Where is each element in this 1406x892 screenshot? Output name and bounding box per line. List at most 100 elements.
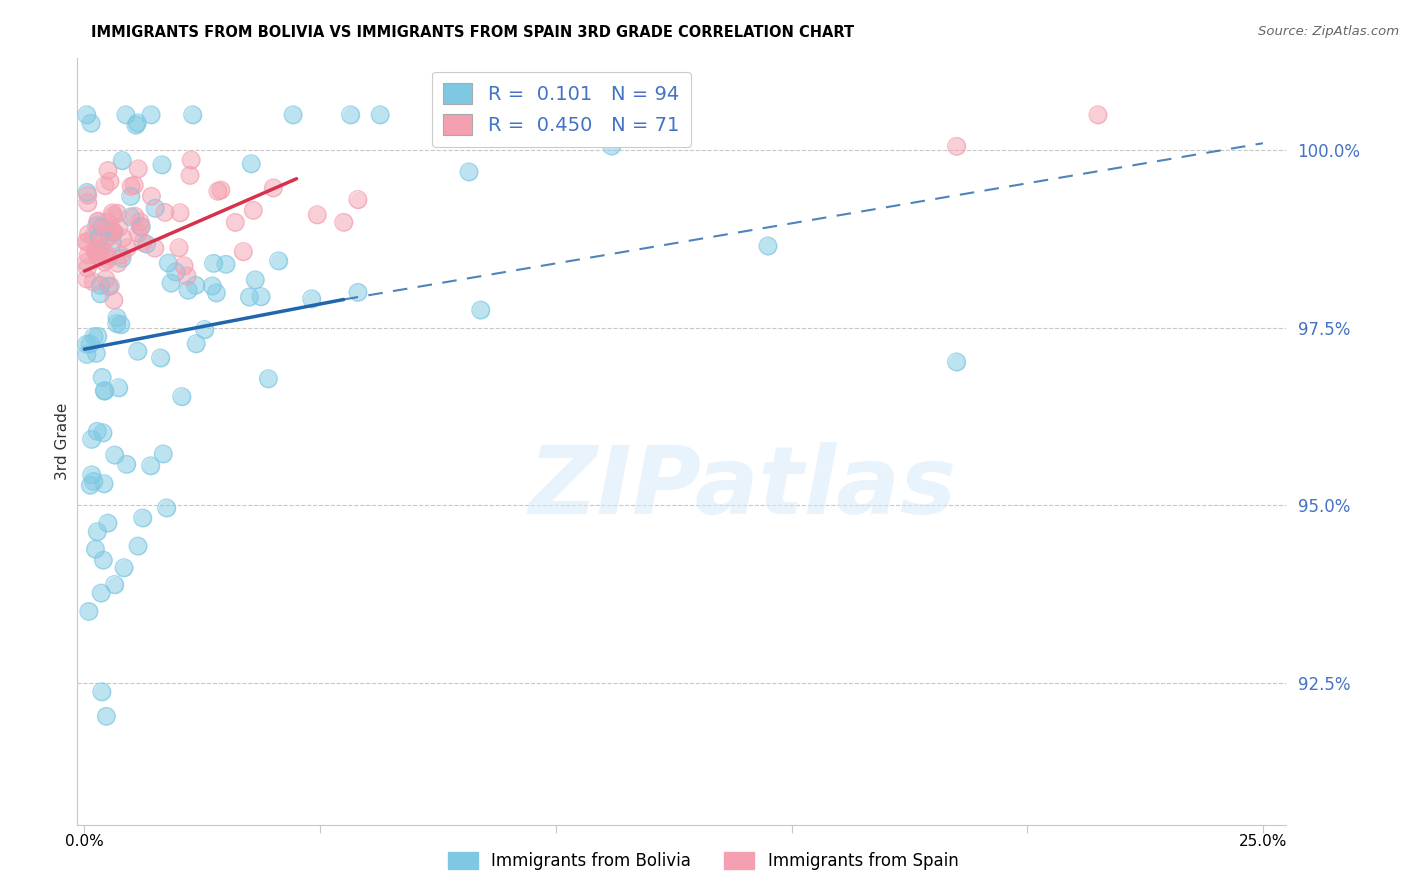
Point	[94, 272, 117, 286]
Point	[76, 337, 98, 351]
Point	[201, 279, 224, 293]
Point	[77, 227, 100, 241]
Point	[76, 235, 98, 250]
Point	[143, 201, 166, 215]
Text: IMMIGRANTS FROM BOLIVIA VS IMMIGRANTS FROM SPAIN 3RD GRADE CORRELATION CHART: IMMIGRANTS FROM BOLIVIA VS IMMIGRANTS FR…	[91, 25, 855, 40]
Point	[131, 219, 153, 234]
Point	[179, 169, 201, 183]
Point	[127, 161, 149, 176]
Point	[756, 239, 779, 253]
Point	[180, 153, 202, 167]
Point	[177, 283, 200, 297]
Point	[129, 219, 152, 234]
Point	[240, 157, 263, 171]
Point	[169, 205, 191, 219]
Point	[100, 279, 122, 293]
Point	[79, 337, 101, 351]
Point	[79, 478, 101, 492]
Point	[84, 542, 107, 557]
Point	[202, 256, 225, 270]
Point	[155, 500, 177, 515]
Point	[105, 317, 128, 331]
Point	[945, 355, 967, 369]
Point	[238, 290, 260, 304]
Point	[470, 303, 492, 318]
Point	[332, 215, 354, 229]
Point	[97, 215, 120, 229]
Point	[87, 244, 110, 259]
Point	[89, 278, 111, 293]
Point	[87, 214, 110, 228]
Point	[105, 310, 128, 325]
Point	[76, 347, 98, 361]
Point	[86, 329, 108, 343]
Point	[152, 447, 174, 461]
Point	[103, 225, 125, 239]
Point	[150, 158, 173, 172]
Point	[107, 256, 129, 270]
Point	[176, 268, 198, 283]
Point	[167, 241, 190, 255]
Point	[281, 108, 304, 122]
Point	[91, 219, 114, 234]
Point	[250, 290, 273, 304]
Point	[80, 433, 103, 447]
Point	[111, 252, 134, 266]
Point	[76, 272, 98, 286]
Point	[131, 511, 153, 525]
Point	[347, 285, 370, 300]
Point	[127, 344, 149, 359]
Point	[90, 685, 112, 699]
Point	[76, 108, 98, 122]
Point	[153, 205, 176, 219]
Point	[93, 384, 115, 398]
Point	[179, 169, 201, 183]
Point	[157, 256, 180, 270]
Point	[76, 260, 98, 275]
Point	[107, 256, 129, 270]
Point	[110, 318, 132, 332]
Point	[97, 248, 120, 262]
Point	[111, 231, 134, 245]
Point	[94, 231, 117, 245]
Point	[91, 425, 114, 440]
Legend: R =  0.101   N = 94, R =  0.450   N = 71: R = 0.101 N = 94, R = 0.450 N = 71	[432, 71, 692, 147]
Point	[97, 163, 120, 178]
Point	[112, 560, 135, 574]
Point	[97, 279, 120, 293]
Point	[86, 219, 108, 233]
Point	[87, 214, 110, 228]
Text: ZIPatlas: ZIPatlas	[529, 442, 956, 533]
Point	[77, 248, 100, 262]
Point	[93, 476, 115, 491]
Point	[76, 195, 98, 210]
Point	[94, 231, 117, 245]
Point	[157, 256, 180, 270]
Point	[94, 178, 117, 193]
Point	[97, 163, 120, 178]
Point	[120, 210, 142, 224]
Point	[205, 285, 228, 300]
Point	[207, 184, 229, 198]
Point	[115, 108, 138, 122]
Point	[307, 208, 329, 222]
Point	[103, 226, 125, 240]
Point	[127, 539, 149, 553]
Point	[945, 139, 967, 153]
Point	[332, 215, 354, 229]
Point	[107, 381, 129, 395]
Point	[173, 259, 195, 273]
Point	[127, 226, 149, 240]
Point	[93, 384, 115, 398]
Point	[98, 224, 121, 238]
Point	[104, 448, 127, 462]
Point	[97, 230, 120, 244]
Point	[173, 259, 195, 273]
Point	[84, 245, 107, 260]
Point	[77, 227, 100, 241]
Point	[107, 381, 129, 395]
Point	[76, 186, 98, 200]
Point	[94, 272, 117, 286]
Point	[89, 286, 111, 301]
Point	[87, 214, 110, 228]
